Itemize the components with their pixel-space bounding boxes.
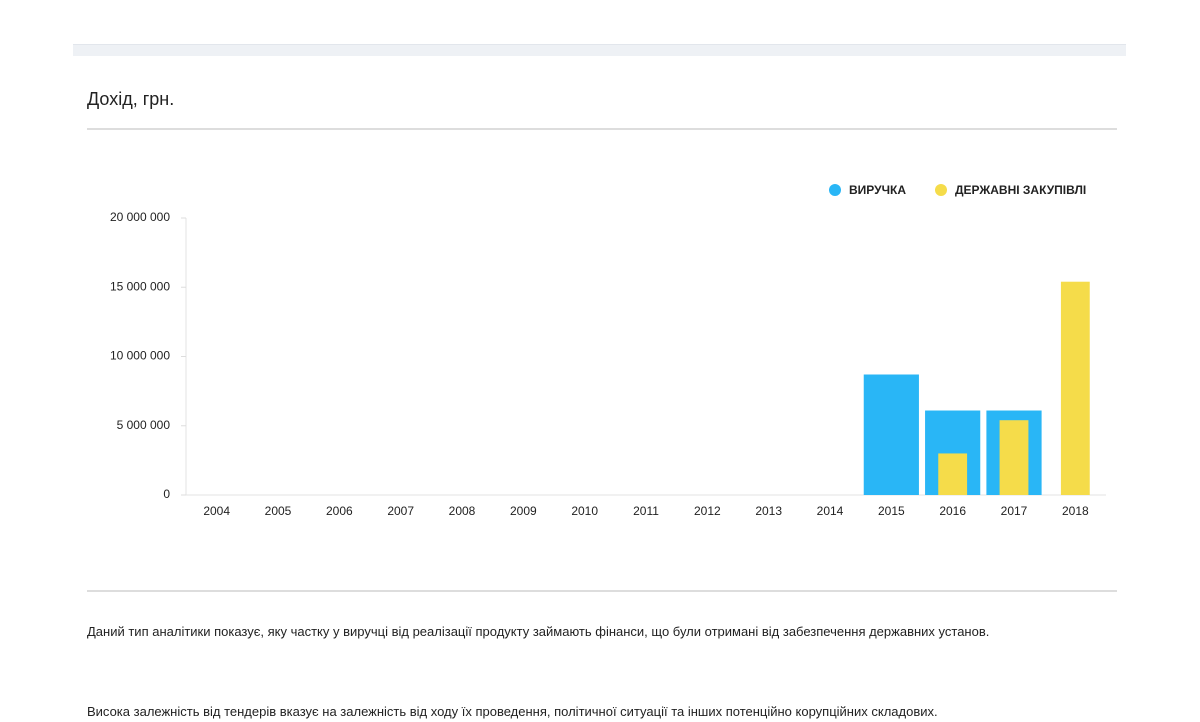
y-tick-label: 20 000 000 — [110, 210, 170, 224]
x-tick-label: 2018 — [1062, 504, 1089, 518]
x-tick-label: 2015 — [878, 504, 905, 518]
x-tick-label: 2013 — [755, 504, 782, 518]
legend-marker[interactable] — [829, 184, 841, 196]
x-tick-label: 2007 — [387, 504, 414, 518]
x-tick-label: 2014 — [817, 504, 844, 518]
x-tick-label: 2009 — [510, 504, 537, 518]
y-tick-label: 5 000 000 — [117, 418, 171, 432]
bar — [938, 453, 968, 495]
legend-marker[interactable] — [935, 184, 947, 196]
paragraph: Висока залежність від тендерів вказує на… — [87, 704, 938, 719]
x-tick-label: 2016 — [939, 504, 966, 518]
x-tick-label: 2005 — [265, 504, 292, 518]
divider — [87, 590, 1117, 592]
x-tick-label: 2010 — [571, 504, 598, 518]
chart: 0 5 000 000 10 000 000 15 000 000 20 000 000… — [110, 183, 1106, 518]
bar — [999, 420, 1029, 495]
x-tick-label: 2011 — [633, 504, 659, 518]
section-title: Дохід, грн. — [87, 89, 175, 109]
paragraph: Даний тип аналітики показує, яку частку … — [87, 624, 990, 639]
x-tick-label: 2004 — [203, 504, 230, 518]
top-strip — [73, 44, 1126, 56]
bar — [863, 374, 919, 495]
x-tick-label: 2012 — [694, 504, 721, 518]
divider — [87, 128, 1117, 130]
x-tick-label: 2008 — [449, 504, 476, 518]
legend-label[interactable]: ДЕРЖАВНІ ЗАКУПІВЛІ — [955, 183, 1086, 197]
bar — [1060, 281, 1090, 495]
y-tick-label: 10 000 000 — [110, 349, 170, 363]
y-tick-label: 15 000 000 — [110, 279, 170, 293]
x-tick-label: 2017 — [1001, 504, 1028, 518]
y-tick-label: 0 — [163, 487, 170, 501]
legend-label[interactable]: ВИРУЧКА — [849, 183, 906, 197]
x-tick-label: 2006 — [326, 504, 353, 518]
